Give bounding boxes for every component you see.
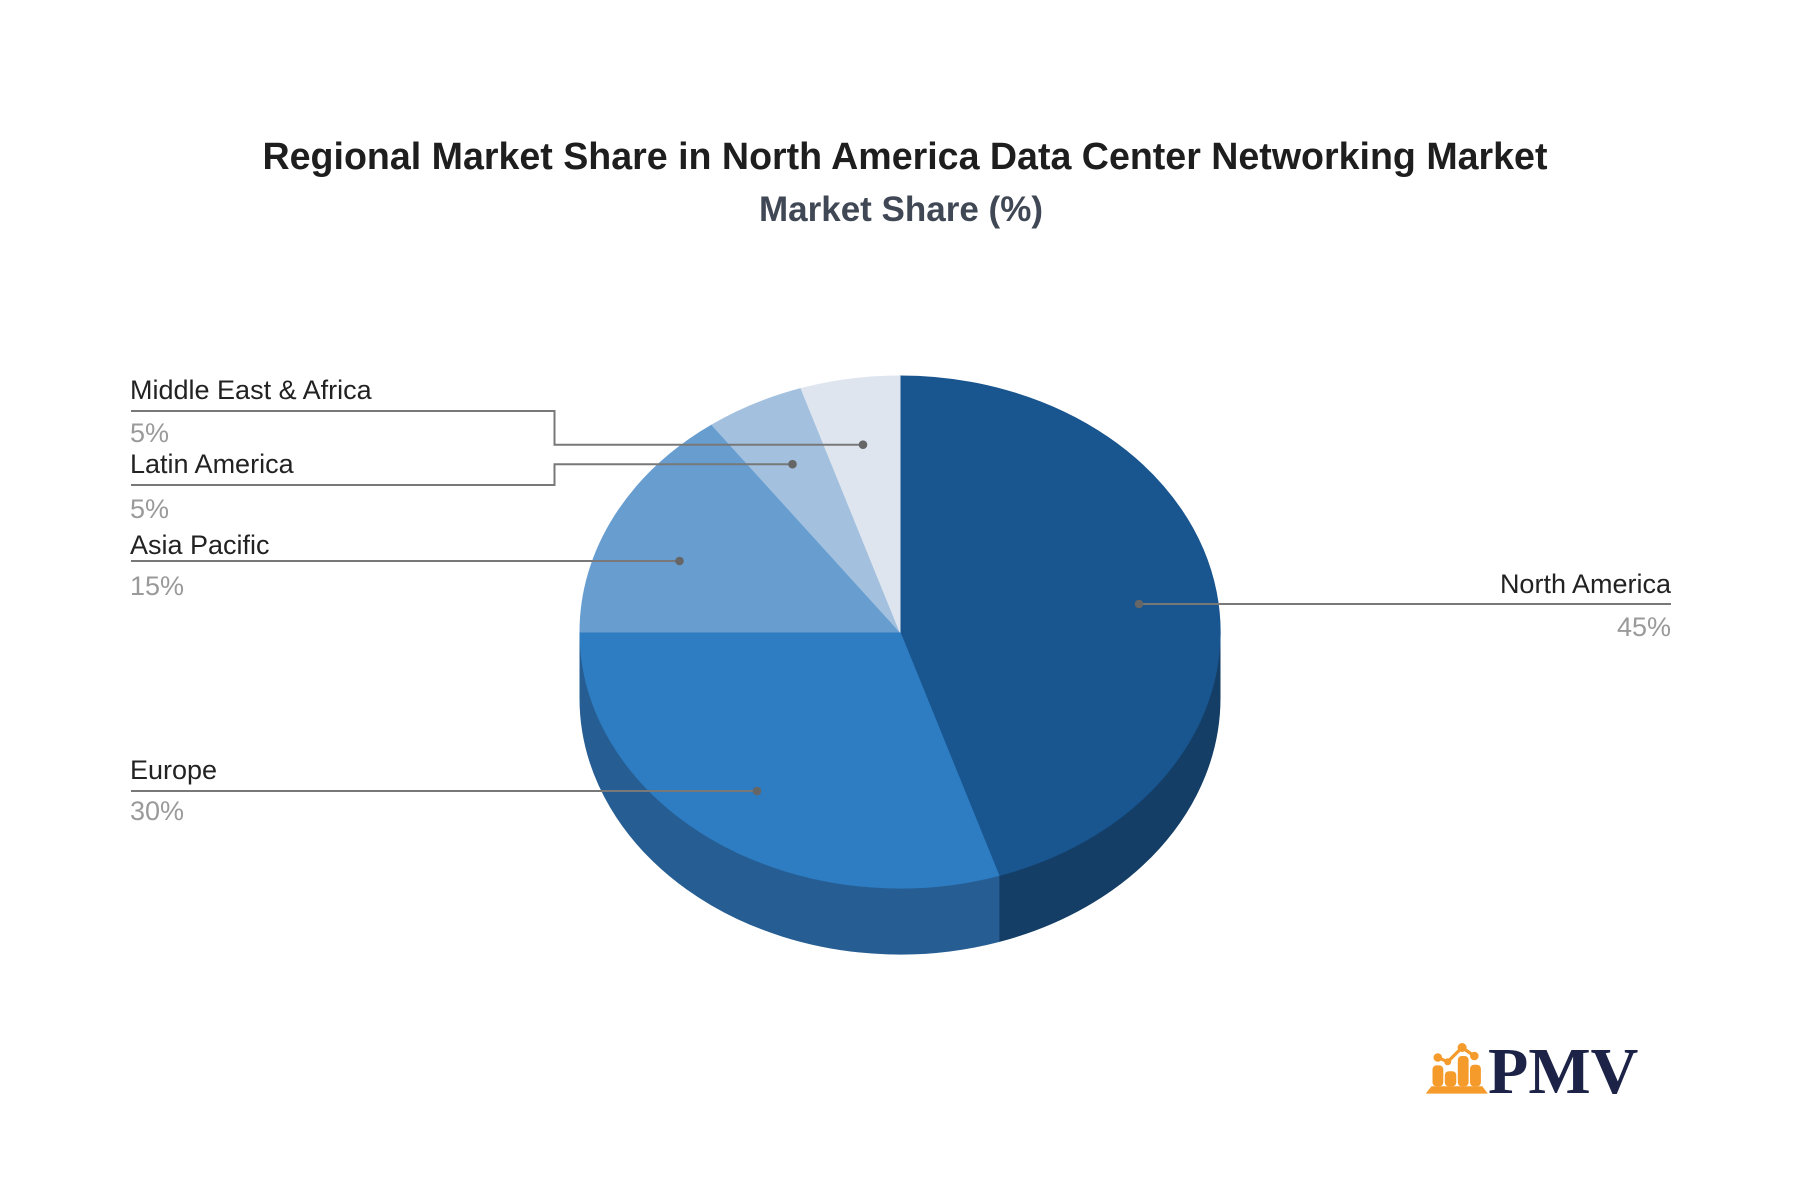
svg-text:5%: 5%: [130, 418, 169, 448]
svg-text:Middle East & Africa: Middle East & Africa: [130, 375, 373, 405]
svg-text:30%: 30%: [130, 796, 184, 826]
svg-text:Europe: Europe: [130, 755, 217, 785]
svg-text:5%: 5%: [130, 494, 169, 524]
svg-text:North America: North America: [1500, 569, 1672, 599]
svg-text:PMV: PMV: [1488, 1035, 1638, 1108]
svg-text:Asia Pacific: Asia Pacific: [130, 530, 270, 560]
svg-text:Latin America: Latin America: [130, 449, 295, 479]
svg-text:45%: 45%: [1617, 612, 1671, 642]
svg-text:Market Share (%): Market Share (%): [759, 190, 1043, 229]
svg-text:Regional Market Share in North: Regional Market Share in North America D…: [263, 135, 1548, 177]
svg-text:15%: 15%: [130, 571, 184, 601]
